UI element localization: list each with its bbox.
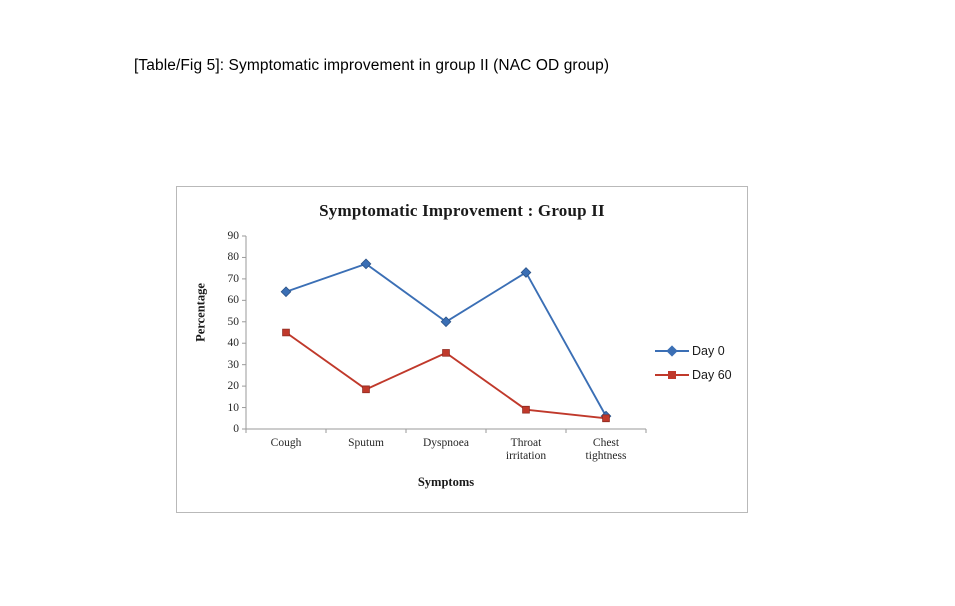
series-line: [286, 333, 606, 419]
data-point-marker: [361, 259, 371, 269]
data-point-marker: [443, 349, 450, 356]
y-axis-tick-label: 40: [227, 337, 240, 350]
x-axis-category-label: Dyspnoea: [423, 437, 469, 449]
chart-title: Symptomatic Improvement : Group II: [319, 201, 605, 220]
y-axis-tick-label: 90: [227, 230, 240, 242]
plot-svg: [246, 236, 646, 429]
y-axis-tick-label: 0: [233, 423, 239, 435]
y-axis-tick-label: 30: [227, 358, 240, 371]
x-axis-category-label: Sputum: [348, 437, 384, 449]
data-point-marker: [521, 268, 531, 278]
legend-square-icon: [655, 368, 689, 382]
data-point-marker: [523, 406, 530, 413]
figure-caption: [Table/Fig 5]: Symptomatic improvement i…: [134, 57, 610, 74]
y-axis-tick-label: 20: [227, 380, 240, 393]
series-2: [283, 329, 610, 422]
data-point-marker: [441, 317, 451, 327]
legend-label: Day 60: [692, 368, 732, 382]
series-line: [286, 264, 606, 416]
data-point-marker: [603, 415, 610, 422]
chart-legend: Day 0 Day 60: [655, 339, 732, 387]
legend-item[interactable]: Day 0: [655, 339, 732, 363]
chart-container: Symptomatic Improvement : Group II Perce…: [176, 186, 748, 513]
y-axis-tick-label: 60: [227, 294, 240, 307]
y-axis-tick-label: 70: [227, 272, 240, 285]
y-axis-title: Percentage: [193, 283, 208, 342]
y-axis-tick-label: 10: [227, 401, 240, 414]
x-axis-title: Symptoms: [417, 475, 475, 489]
series-1: [281, 259, 611, 421]
legend-item[interactable]: Day 60: [655, 363, 732, 387]
data-point-marker: [283, 329, 290, 336]
y-axis-tick-label: 50: [227, 315, 240, 328]
data-point-marker: [281, 287, 291, 297]
legend-label: Day 0: [692, 344, 725, 358]
data-point-marker: [363, 386, 370, 393]
x-axis-category-label: Chest tightness: [585, 437, 627, 463]
plot-area: 0 10 20 30 40 50 60 70 80 90 Cough Sputum Dyspnoea Th…: [228, 230, 646, 462]
x-axis-category-label: Throat irritation: [505, 437, 547, 463]
x-axis-category-label: Cough: [270, 437, 302, 449]
y-axis-tick-label: 80: [227, 251, 240, 264]
legend-diamond-icon: [655, 344, 689, 358]
